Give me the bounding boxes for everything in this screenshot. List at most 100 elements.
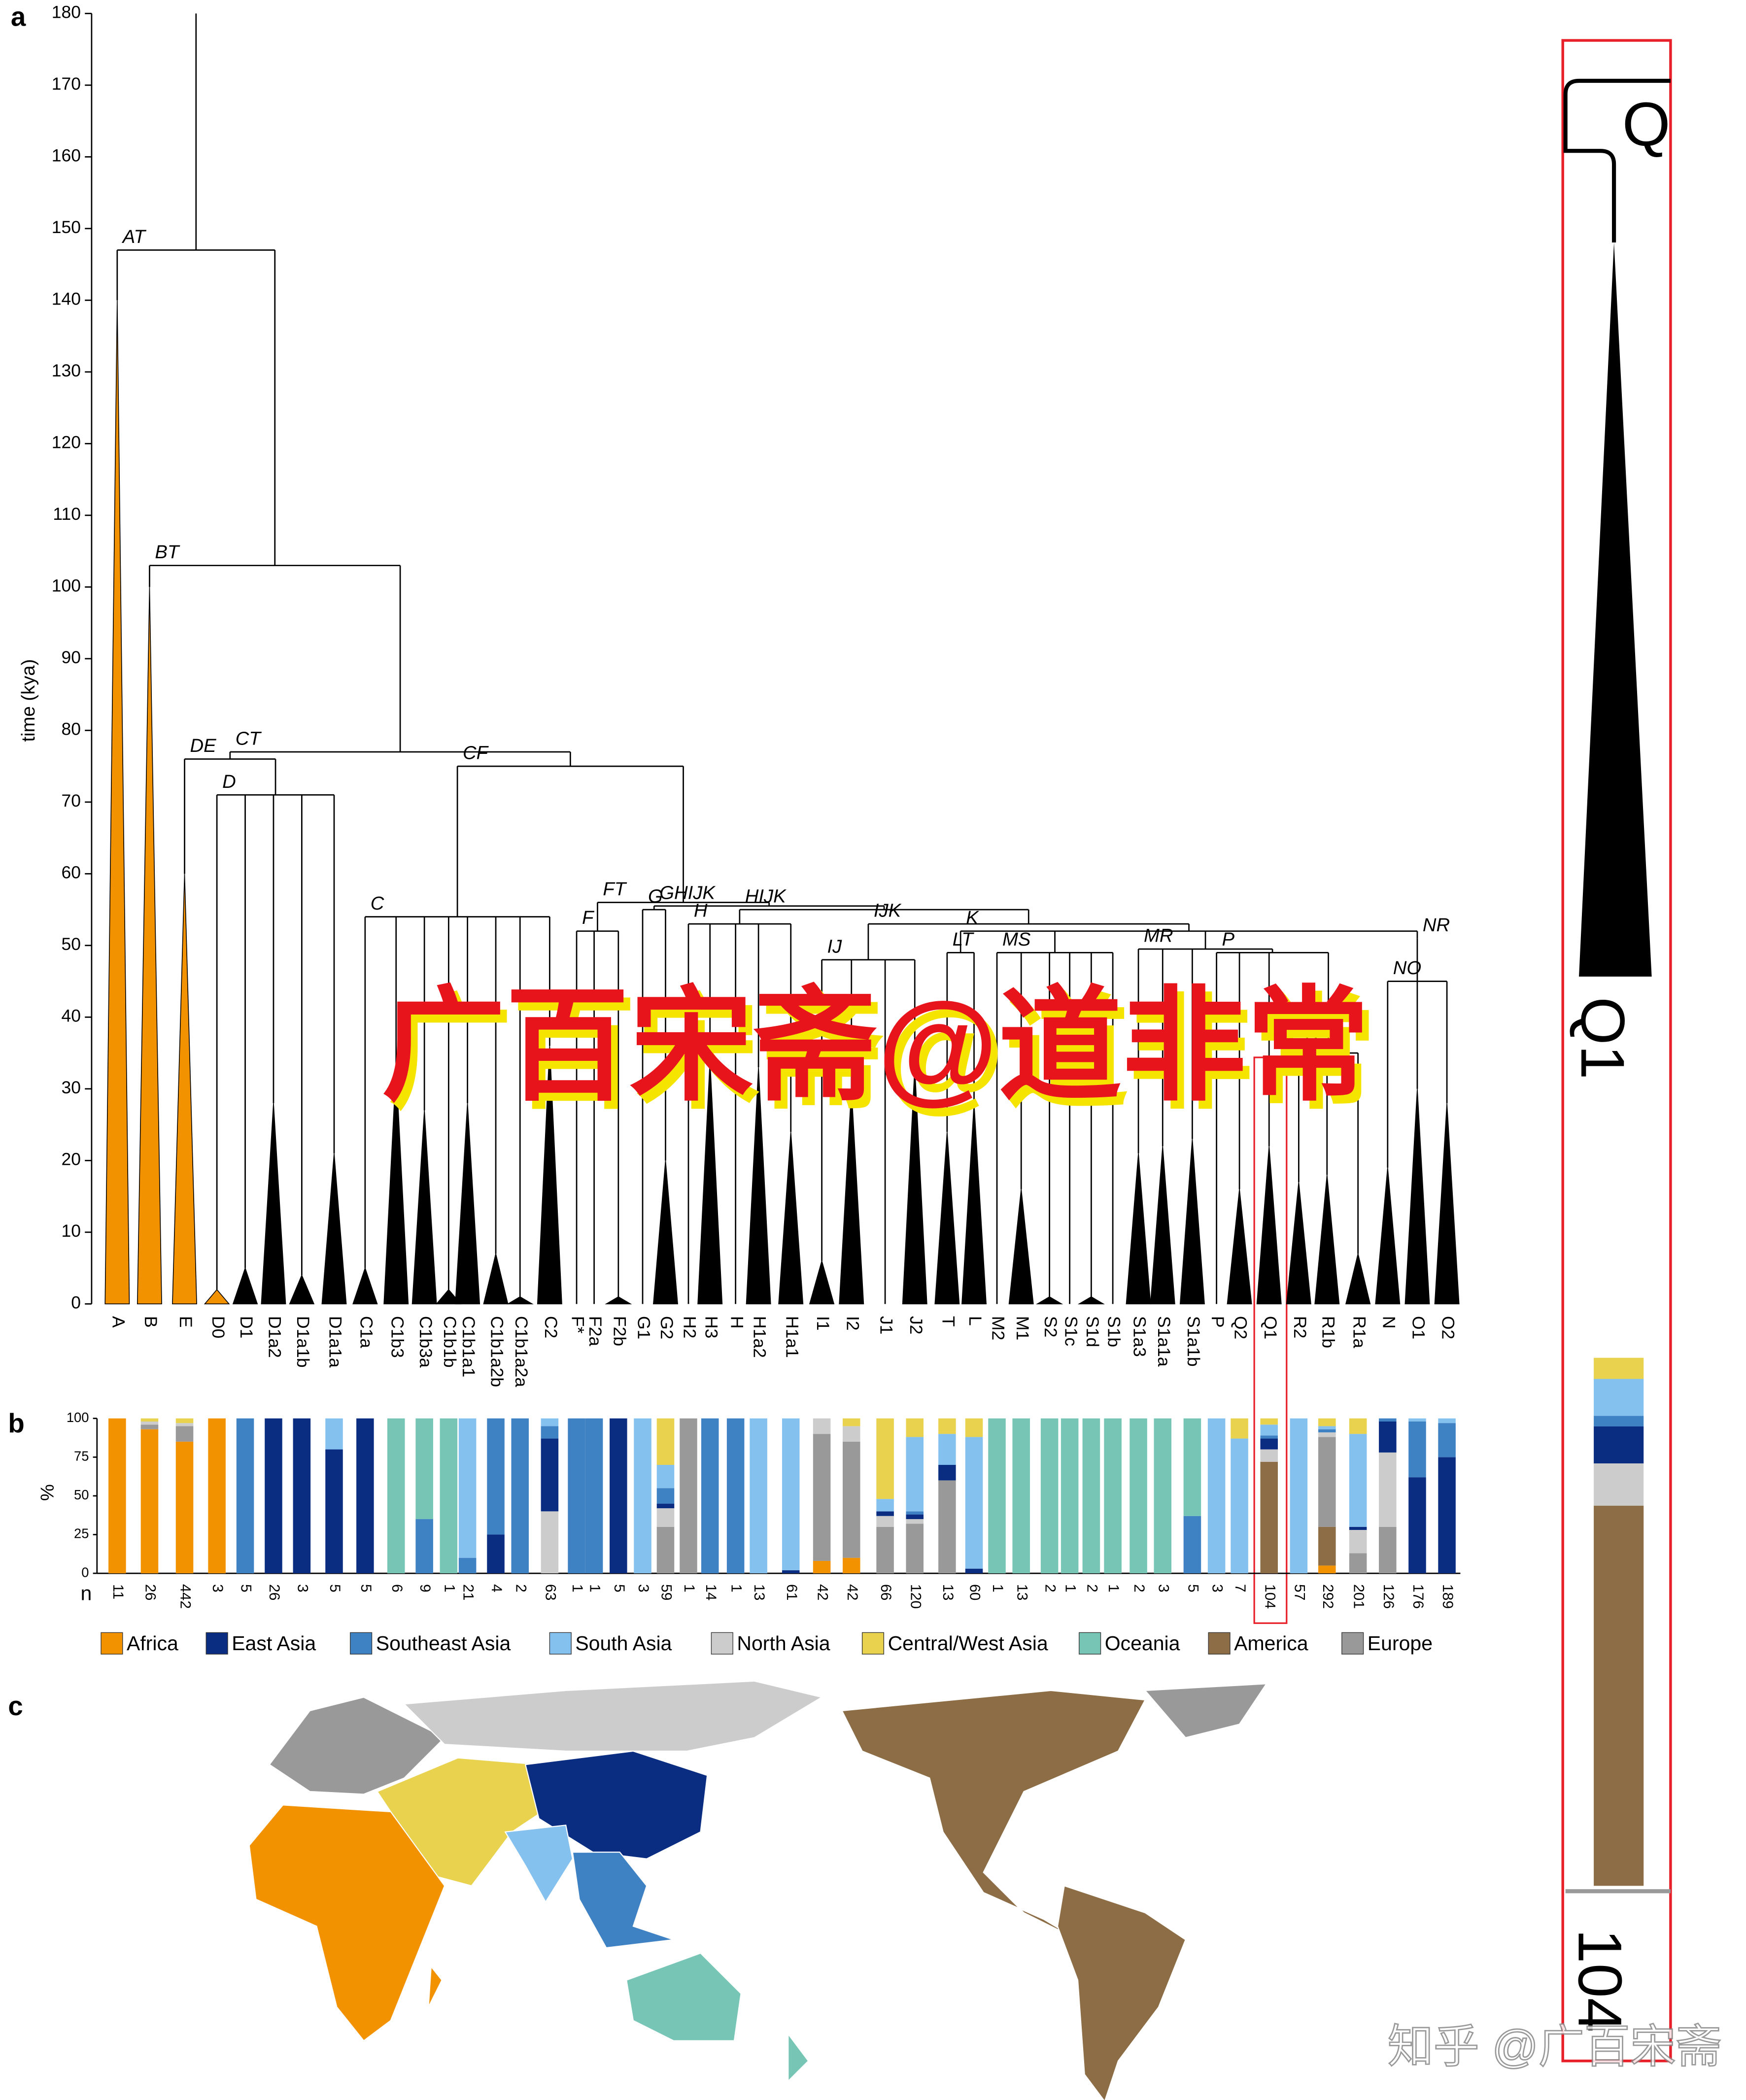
n-label: 1 — [1062, 1584, 1079, 1592]
n-label: 13 — [1014, 1584, 1030, 1600]
y-tick-label: 160 — [52, 146, 81, 166]
leaf-triangle — [204, 1288, 230, 1305]
inset-clade-label: Q — [1622, 90, 1671, 159]
legend-label: Africa — [127, 1632, 178, 1655]
x-axis-label: n — [81, 1582, 92, 1605]
leaf-label: C2 — [541, 1316, 561, 1338]
clade-label: P — [1222, 929, 1235, 950]
y-tick-label: 90 — [62, 647, 81, 667]
n-label: 3 — [635, 1584, 651, 1592]
bar-segment — [726, 1418, 745, 1574]
bar-segment — [487, 1534, 505, 1574]
bar-segment — [440, 1418, 458, 1574]
bar-segment — [938, 1434, 956, 1465]
clade-label: GHIJK — [659, 882, 716, 903]
leaf-label: S1a1b — [1184, 1316, 1203, 1367]
leaf-label: H — [727, 1316, 747, 1329]
n-label: 120 — [907, 1584, 924, 1609]
leaf-label: S1b — [1104, 1316, 1124, 1347]
bar-segment — [1318, 1429, 1336, 1432]
y-tick-label: 0 — [81, 1564, 89, 1580]
clade-label: BT — [155, 542, 180, 563]
legend-label: South Asia — [575, 1632, 672, 1655]
leaf-triangle — [809, 1259, 835, 1305]
leaf-triangle — [1150, 1146, 1175, 1305]
map-region — [504, 1825, 574, 1903]
leaf-label: M1 — [1013, 1316, 1032, 1340]
leaf-label: S1c — [1061, 1316, 1081, 1346]
bar-segment — [938, 1418, 956, 1434]
map-region — [841, 1690, 1146, 1940]
bar-segment — [988, 1418, 1006, 1574]
world-map — [248, 1680, 1267, 2100]
leaf-triangle — [902, 1067, 927, 1305]
bar-segment — [1231, 1438, 1248, 1574]
leaf-triangle — [261, 1103, 286, 1305]
inset-bar-segment — [1594, 1379, 1644, 1416]
watermark: 知乎 @广百宋斋 — [1388, 2021, 1722, 2072]
y-tick-label: 40 — [62, 1006, 81, 1026]
n-label: 13 — [751, 1584, 767, 1600]
leaf-label: L — [965, 1316, 985, 1326]
highlight-box — [1253, 1056, 1288, 1624]
n-label: 13 — [940, 1584, 956, 1600]
legend-swatch — [711, 1632, 733, 1655]
bar-segment — [1438, 1418, 1456, 1423]
n-label: 5 — [327, 1584, 343, 1592]
bar-segment — [415, 1519, 433, 1574]
n-label: 14 — [703, 1584, 719, 1600]
bar-segment — [656, 1418, 675, 1465]
leaf-triangle — [961, 1103, 987, 1305]
leaf-triangle — [1404, 1088, 1430, 1305]
bar-segment — [906, 1519, 924, 1524]
panel-label: b — [8, 1408, 24, 1438]
bar-segment — [1207, 1418, 1226, 1574]
bar-segment — [813, 1560, 831, 1574]
bar-segment — [325, 1418, 343, 1450]
bar-segment — [1154, 1418, 1172, 1574]
leaf-triangle — [506, 1296, 534, 1305]
n-label: 292 — [1320, 1584, 1336, 1609]
inset-bar-segment — [1594, 1463, 1644, 1506]
legend-swatch — [1079, 1632, 1101, 1655]
bar-segment — [140, 1429, 159, 1574]
leaf-label: F* — [568, 1316, 588, 1334]
bar-segment — [656, 1503, 675, 1509]
inset-n-label: 104 — [1566, 1929, 1635, 2032]
leaf-label: C1b3a — [416, 1316, 436, 1368]
leaf-label: Q2 — [1231, 1316, 1251, 1339]
bar-segment — [1260, 1461, 1278, 1574]
map-region — [572, 1851, 674, 1949]
clade-label: C — [371, 893, 384, 914]
clade-label: FT — [603, 879, 627, 900]
n-label: 2 — [1084, 1584, 1100, 1592]
bar-segment — [293, 1418, 311, 1574]
bar-segment — [1349, 1553, 1367, 1574]
legend-label: Southeast Asia — [376, 1632, 511, 1655]
n-label: 42 — [815, 1584, 831, 1600]
bar-segment — [1082, 1418, 1100, 1574]
bar-segment — [541, 1438, 559, 1512]
leaf-label: J2 — [906, 1316, 926, 1335]
bar-segment — [965, 1418, 983, 1437]
y-tick-label: 120 — [52, 433, 81, 452]
map-region — [428, 1965, 443, 2007]
leaf-triangle — [1179, 1139, 1205, 1305]
leaf-label: F2b — [610, 1316, 629, 1346]
bar-segment — [458, 1558, 477, 1574]
y-tick-label: 30 — [62, 1078, 81, 1097]
leaf-label: G1 — [634, 1316, 654, 1339]
bar-segment — [1260, 1435, 1278, 1439]
bar-segment — [175, 1441, 194, 1574]
bar-segment — [876, 1526, 894, 1574]
bar-segment — [1438, 1457, 1456, 1574]
inset-triangle — [1579, 242, 1652, 977]
bar-segment — [1408, 1418, 1426, 1422]
leaf-triangle — [232, 1267, 258, 1305]
bar-segment — [938, 1465, 956, 1481]
bar-segment — [511, 1418, 529, 1574]
bar-segment — [906, 1418, 924, 1437]
leaf-triangle — [605, 1296, 632, 1305]
leaf-label: O2 — [1438, 1316, 1458, 1339]
